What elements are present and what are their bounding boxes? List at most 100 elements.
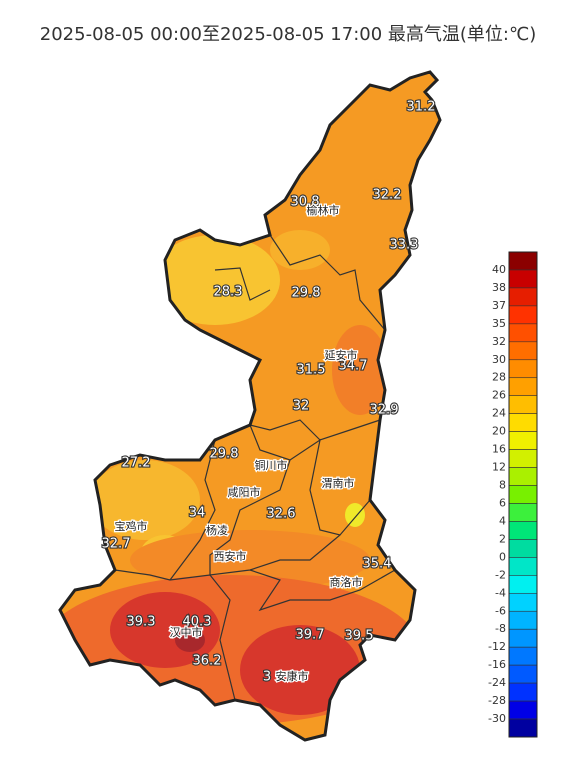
legend-tick-label: 6 [499,496,506,509]
legend-swatch [508,503,538,522]
legend-swatch [508,521,538,540]
field-cool [90,460,200,540]
legend-swatch [508,305,538,325]
legend-swatch [508,610,538,630]
station-value: 40.3 [183,615,212,630]
legend-swatch [508,359,538,379]
legend-tick-label: 40 [492,263,506,276]
border [169,439,216,581]
station-value: 3 [263,670,271,685]
legend-swatch [508,377,538,397]
legend-swatch [508,467,538,486]
border [209,574,236,701]
legend-tick-label: 37 [492,299,506,312]
legend-tick-label: 0 [499,550,506,563]
legend-swatch [508,646,538,666]
legend-swatch [508,700,538,720]
legend-tick-label: 38 [492,281,506,294]
legend-tick-label: -30 [488,712,506,725]
legend-swatch [508,413,538,432]
color-legend: 40383735323028262420161286420-2-4-6-8-12… [488,251,538,738]
legend-swatch [508,269,538,289]
legend-swatch [508,592,538,612]
stations: 31.2 30.8 32.2 33.3 28.3 29.8 31.5 34.7 32 32.9 29… [100,98,436,685]
city-label: 延安市 [325,348,358,362]
legend-swatch [508,575,538,594]
field-hot [240,625,360,715]
legend-tick-label: -28 [488,694,506,707]
station-value: 39.5 [345,629,374,644]
legend-swatch [508,287,538,307]
legend-tick-label: -6 [495,604,506,617]
legend-swatch [508,682,538,702]
city-label: 榆林市 [307,203,340,217]
legend-tick-label: 24 [492,407,506,420]
legend-tick-label: 35 [492,317,506,330]
station-value: 29.8 [292,286,321,301]
station-value: 31.2 [407,100,436,115]
station-value: 30.8 [291,195,320,210]
legend-tick-label: 4 [499,514,506,527]
legend-tick-label: 30 [492,353,506,366]
district-borders [114,234,396,701]
field-cool [270,230,330,270]
border [114,569,211,581]
station-value: 33.3 [390,238,419,253]
legend-tick-label: 12 [492,461,506,474]
legend-swatch [508,628,538,648]
station-value: 28.3 [214,285,243,300]
station-value: 32.7 [102,537,131,552]
city-label: 咸阳市 [228,485,261,499]
city-label: 铜川市 [255,458,288,472]
field-warm [130,530,370,590]
legend-tick-label: -2 [495,568,506,581]
station-value: 32.2 [373,188,402,203]
city-label: 杨凌 [206,523,228,537]
city-label: 商洛市 [330,575,363,589]
city-label: 西安市 [214,549,247,563]
field-cool [345,503,365,527]
station-value: 36.2 [193,654,222,669]
border [269,234,386,331]
legend-tick-label: -4 [495,586,506,599]
legend-tick-label: 16 [492,443,506,456]
legend-frame [508,251,538,738]
legend-swatch [508,395,538,414]
station-value: 29.8 [210,447,239,462]
legend-tick-label: 2 [499,532,506,545]
legend-swatch [508,557,538,576]
station-value: 32.6 [267,507,296,522]
legend-tick-label: 20 [492,425,506,438]
field-cool [150,235,280,325]
station-value: 27.2 [122,456,151,471]
station-value: 34.7 [339,359,368,374]
legend-swatch [508,664,538,684]
border [214,267,271,301]
border [249,569,396,612]
city-label: 安康市 [276,669,309,683]
city-label: 汉中市 [170,625,203,639]
legend-swatch [508,323,538,343]
city-label: 渭南市 [322,476,355,490]
border [249,424,371,536]
legend-tick-label: -12 [488,640,506,653]
legend-swatch [508,431,538,450]
legend-tick-label: 26 [492,389,506,402]
field-hot [175,628,205,652]
legend-tick-label: 8 [499,479,506,492]
field-warm [332,325,388,415]
station-value: 31.5 [297,363,326,378]
legend-tick-label: 28 [492,371,506,384]
legend-tick-label: -8 [495,622,506,635]
station-value: 35.4 [363,557,392,572]
legend-swatch [508,449,538,468]
legend-tick-label: -24 [488,676,506,689]
legend-swatch [508,485,538,504]
legend-tick-label: -16 [488,658,506,671]
station-value: 39.7 [296,628,325,643]
map-title: 2025-08-05 00:00至2025-08-05 17:00 最高气温(单… [40,24,536,45]
legend-swatch [508,341,538,361]
border [209,459,341,576]
